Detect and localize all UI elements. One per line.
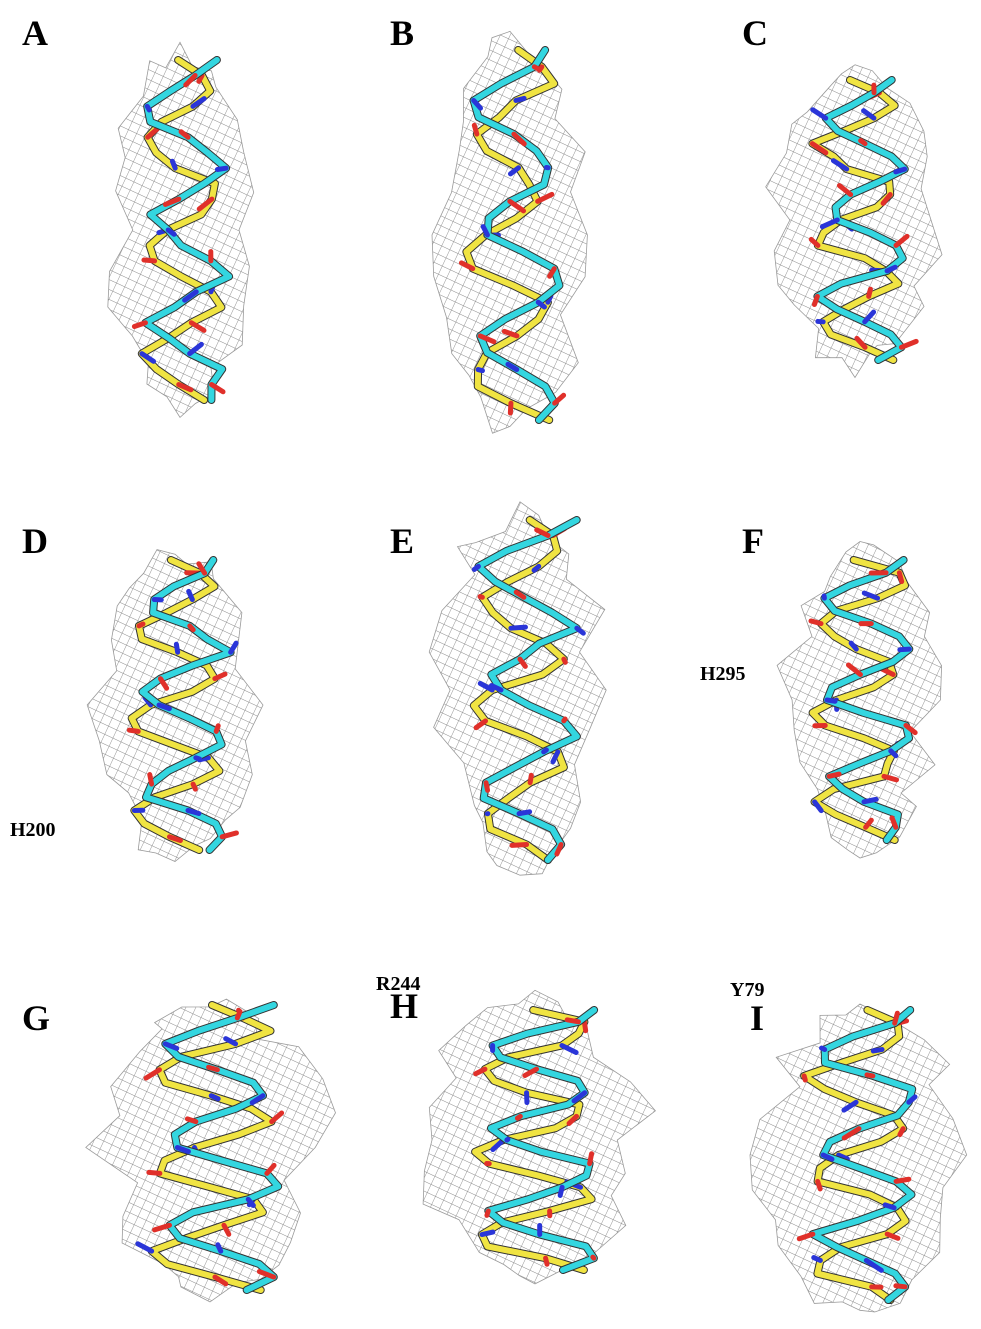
atom-bond — [478, 370, 482, 371]
atom-bond — [804, 1076, 805, 1080]
atom-bond — [144, 260, 155, 261]
atom-bond — [147, 106, 149, 110]
panel-label: F — [742, 521, 764, 561]
panel-label: I — [750, 998, 764, 1038]
atom-bond — [510, 403, 511, 413]
atom-bond — [487, 1211, 488, 1215]
residue-label: Y79 — [730, 979, 764, 1001]
density-mesh — [108, 42, 254, 417]
atom-bond — [544, 750, 547, 752]
atom-bond — [209, 1067, 218, 1070]
atom-bond — [193, 784, 195, 789]
atom-bond — [211, 1096, 218, 1099]
atom-bond — [534, 566, 539, 570]
atom-bond — [593, 1257, 594, 1258]
atom-bond — [564, 719, 565, 721]
atom-bond — [899, 573, 901, 582]
atom-bond — [129, 730, 138, 731]
atom-bond — [149, 1172, 160, 1173]
panel-label: G — [22, 998, 50, 1038]
atom-bond — [139, 624, 143, 626]
atom-bond — [190, 626, 193, 630]
panel-label: E — [390, 521, 414, 561]
atom-bond — [150, 775, 152, 785]
atom-bond — [189, 591, 193, 599]
atom-bond — [869, 289, 871, 296]
atom-bond — [176, 644, 177, 652]
atom-bond — [590, 1154, 592, 1164]
atom-bond — [811, 621, 821, 624]
structures — [86, 31, 967, 1312]
atom-bond — [159, 705, 169, 709]
atom-bond — [217, 168, 226, 169]
atom-bond — [218, 1245, 221, 1251]
atom-bond — [822, 1048, 825, 1049]
atom-bond — [891, 751, 896, 756]
atom-bond — [564, 659, 566, 662]
density-mesh — [432, 31, 587, 433]
atom-bond — [814, 1258, 821, 1261]
atom-bond — [134, 323, 145, 327]
atom-bond — [887, 267, 895, 271]
atom-bond — [511, 627, 526, 628]
atom-bond — [534, 67, 539, 70]
atom-bond — [474, 566, 478, 569]
atom-bond — [512, 845, 527, 846]
atom-bond — [892, 818, 896, 827]
atom-bond — [567, 1020, 578, 1022]
panel-label: C — [742, 13, 768, 53]
panel-label: A — [22, 13, 48, 53]
atom-bond — [900, 649, 909, 650]
atom-bond — [480, 597, 482, 598]
atom-bond — [237, 1011, 240, 1017]
atom-bond — [885, 1205, 894, 1208]
atom-bond — [818, 1181, 821, 1189]
atom-bond — [216, 726, 218, 732]
density-mesh — [750, 1004, 967, 1312]
atom-bond — [861, 141, 865, 144]
atom-bond — [900, 1129, 903, 1135]
density-mesh — [86, 999, 336, 1302]
atom-bond — [896, 1286, 905, 1287]
figure: A B C D E F H295 G H200 H R244 I Y79 — [0, 0, 981, 1329]
atom-bond — [172, 161, 175, 168]
atom-bond — [196, 758, 200, 759]
density-mesh — [429, 502, 606, 875]
atom-bond — [584, 1022, 585, 1031]
atom-bond — [516, 98, 524, 100]
atom-bond — [814, 296, 817, 304]
atom-bond — [169, 837, 180, 841]
residue-label: H200 — [10, 819, 56, 841]
atom-bond — [896, 1179, 909, 1181]
atom-bond — [187, 1119, 195, 1122]
atom-bond — [486, 783, 488, 791]
density-mesh — [777, 542, 942, 859]
panel-label: D — [22, 521, 48, 561]
atom-bond — [829, 774, 839, 776]
atom-bond — [873, 1050, 882, 1051]
atom-bond — [864, 799, 876, 802]
atom-bond — [188, 810, 199, 813]
atom-bond — [517, 1116, 520, 1118]
atom-bond — [546, 1258, 547, 1264]
atom-bond — [884, 776, 897, 780]
panel-label: B — [390, 13, 414, 53]
atom-bond — [901, 341, 916, 347]
atom-bond — [530, 775, 531, 782]
atom-bond — [560, 1187, 562, 1195]
atom-bond — [895, 1013, 898, 1023]
residue-label: H295 — [700, 663, 746, 685]
atom-bond — [896, 169, 905, 172]
atom-bond — [474, 125, 477, 134]
density-mesh — [766, 65, 942, 378]
atom-bond — [867, 1075, 873, 1076]
atom-bond — [555, 395, 564, 403]
atom-bond — [507, 1139, 508, 1140]
atom-bond — [827, 700, 835, 701]
atom-bond — [482, 1232, 493, 1235]
atom-bond — [168, 230, 174, 234]
residue-label: R244 — [376, 973, 420, 995]
density-mesh — [87, 550, 263, 862]
atom-bond — [519, 812, 530, 814]
